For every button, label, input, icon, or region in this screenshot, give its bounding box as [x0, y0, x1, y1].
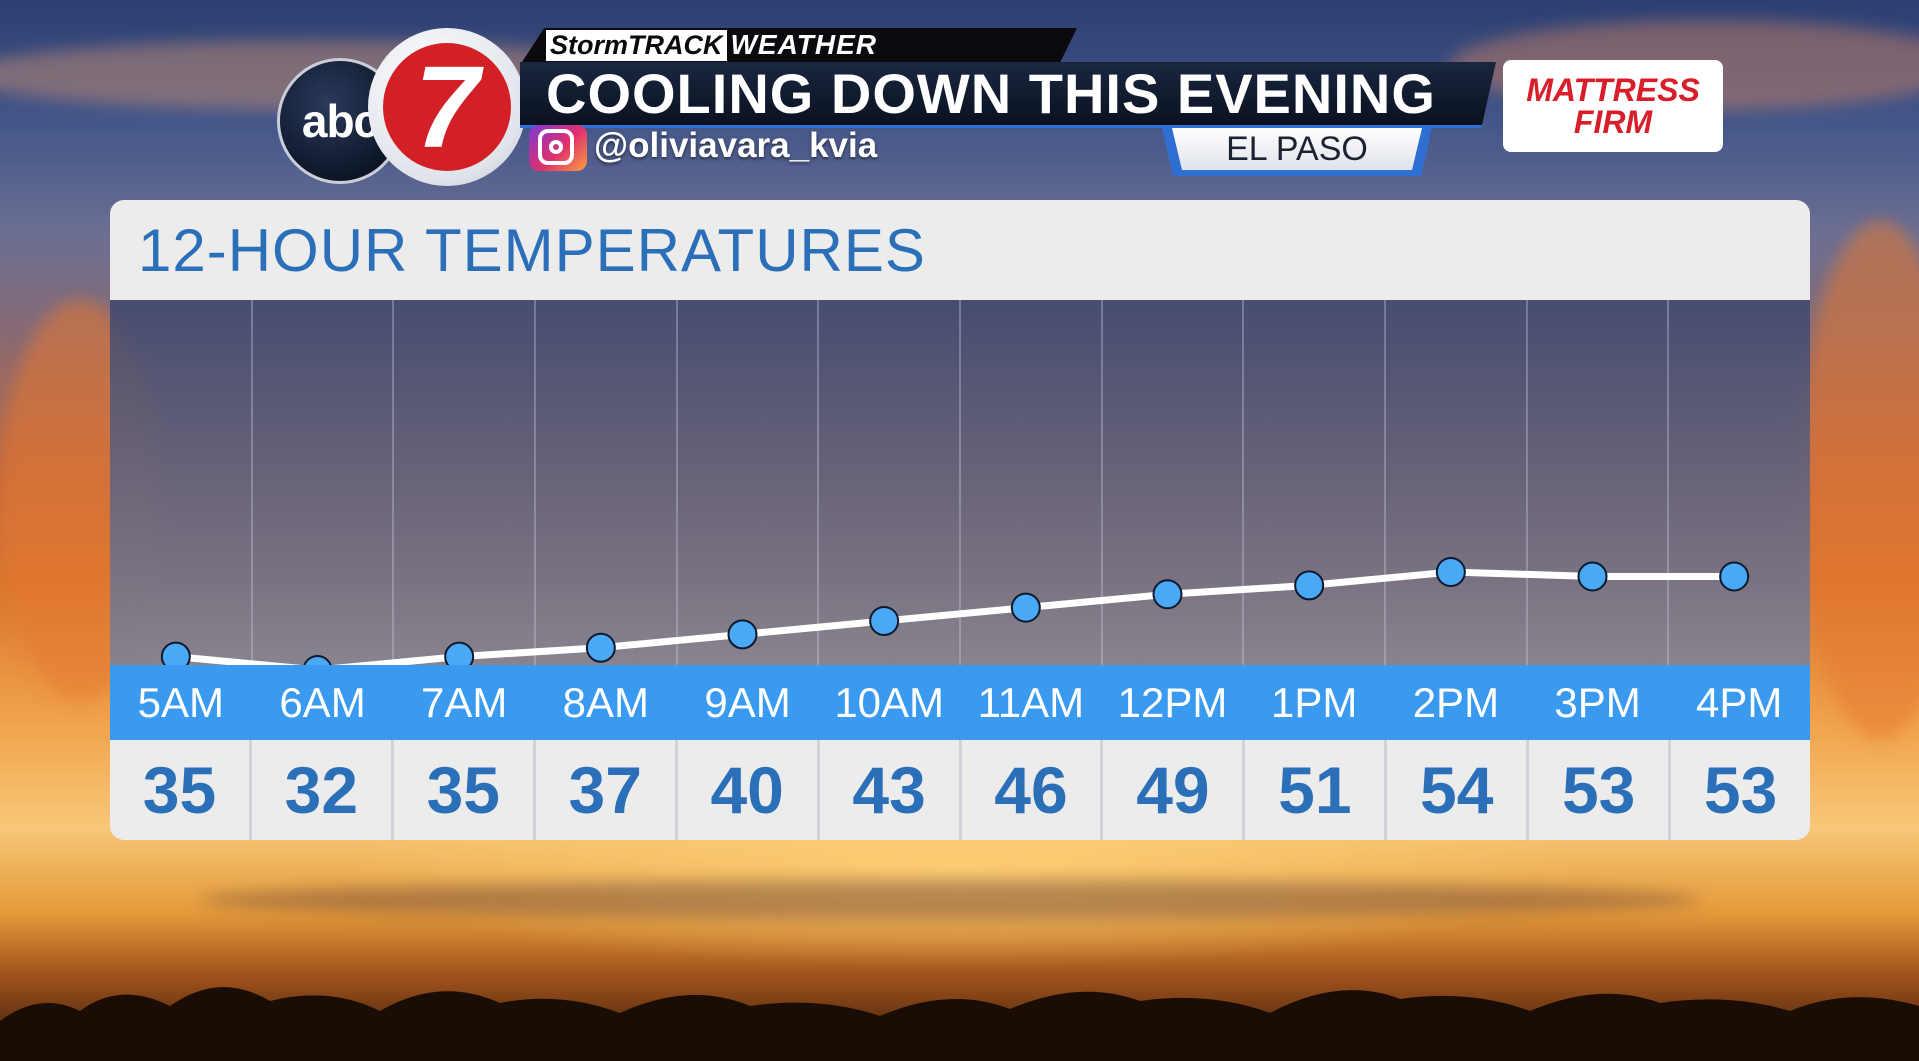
plot-area [110, 300, 1810, 665]
temperature-point [444, 641, 475, 670]
sponsor-line2: FIRM [1573, 104, 1653, 140]
hour-label: 9AM [704, 678, 791, 726]
abc-logo-text: abc [301, 95, 379, 147]
temperature-value: 43 [816, 740, 959, 840]
temperature-value: 51 [1242, 740, 1384, 840]
hour-label: 1PM [1271, 678, 1358, 726]
hour-labels-row: 5AM 6AM 7AM 8AM 9AM 10AM 11AM 12PM 1PM 2PM 3PM 4PM [110, 665, 1810, 740]
temperature-value: 32 [248, 740, 391, 840]
channel-7-logo-text: 7 [383, 43, 511, 171]
temperature-value: 37 [532, 740, 675, 840]
temperature-line-chart [160, 300, 1750, 670]
temperature-value: 35 [142, 753, 217, 827]
temperature-panel: 12-HOUR TEMPERATURES 5AM 6AM 7AM 8AM 9AM 10AM… [110, 200, 1810, 840]
location-tab: EL PASO [1172, 128, 1422, 170]
temperature-point [869, 606, 900, 636]
temperature-point [1152, 579, 1183, 610]
temperature-value: 46 [958, 740, 1101, 840]
temperature-point [1010, 592, 1041, 623]
temperature-value: 49 [1100, 740, 1242, 840]
stormtrack-weather-brand: StormTRACK WEATHER [522, 28, 1077, 62]
hour-label: 6AM [279, 678, 366, 726]
instagram-icon [529, 125, 587, 171]
hour-label: 2PM [1412, 678, 1500, 726]
temperature-value: 53 [1668, 740, 1810, 840]
sponsor-line1: MATTRESS [1526, 72, 1700, 108]
social-handle: @oliviavara_kvia [594, 126, 878, 165]
headline-banner: COOLING DOWN THIS EVENING [520, 62, 1496, 128]
hour-label: 3PM [1554, 678, 1641, 726]
temperature-point [1435, 557, 1466, 587]
hour-label: 5AM [137, 678, 225, 726]
channel-7-logo: 7 [368, 28, 526, 186]
treeline-silhouette [0, 987, 1919, 1061]
hour-label: 12PM [1117, 678, 1228, 726]
temperature-value: 40 [674, 740, 817, 840]
temperature-value: 53 [1526, 740, 1668, 840]
temperature-point [1719, 561, 1750, 592]
hour-label: 11AM [977, 678, 1085, 726]
temperature-series-line [175, 568, 1735, 670]
hour-label: 4PM [1696, 678, 1783, 726]
temperature-point [585, 632, 616, 663]
hour-label: 7AM [421, 678, 508, 726]
chart-title: 12-HOUR TEMPERATURES [110, 200, 1810, 300]
brand-storm-text: StormTRACK [546, 29, 727, 61]
cloud-streak [1800, 220, 1919, 740]
temperature-value: 35 [390, 740, 533, 840]
sponsor-logo: MATTRESS FIRM [1503, 60, 1723, 152]
temperature-point [160, 641, 191, 670]
temperature-point [1577, 561, 1608, 592]
cloud-streak [200, 880, 1700, 920]
hour-label: 8AM [562, 678, 650, 726]
temperature-values-row: 35 32 35 37 40 43 46 49 51 54 53 53 [110, 740, 1810, 840]
brand-weather-text: WEATHER [730, 29, 877, 60]
hour-label: 10AM [834, 678, 945, 726]
temperature-point [727, 619, 758, 650]
temperature-point [1294, 570, 1325, 601]
temperature-value: 54 [1384, 740, 1526, 840]
